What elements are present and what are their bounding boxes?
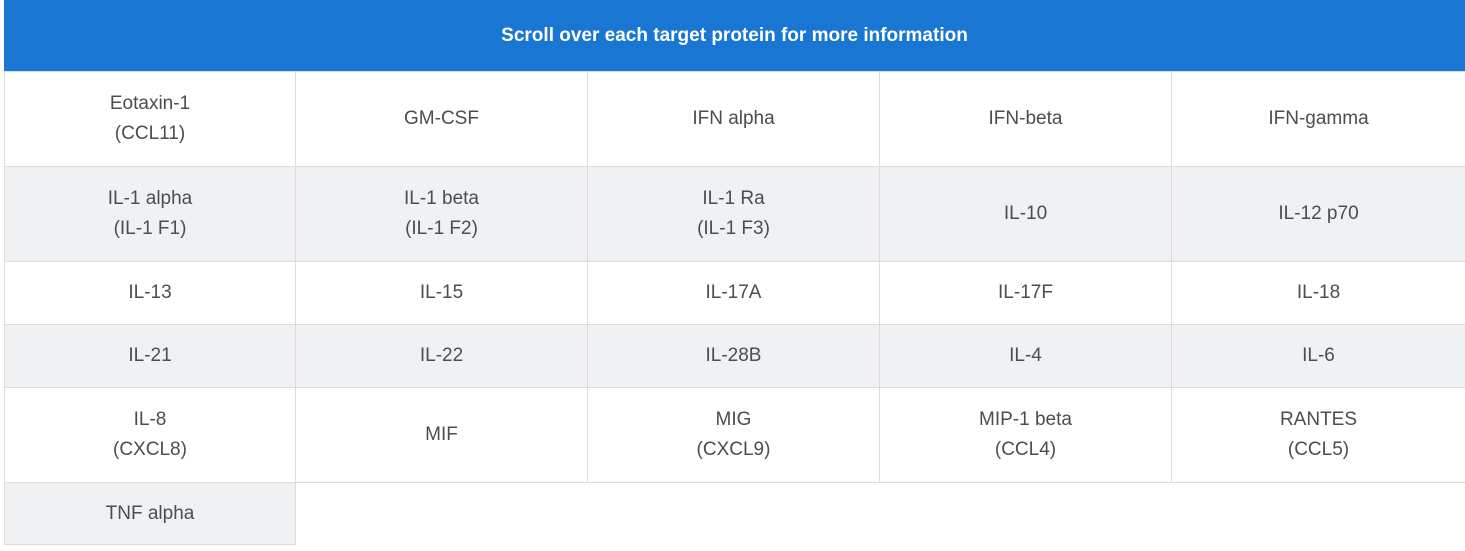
table-header: Scroll over each target protein for more… [4, 0, 1465, 71]
protein-name: IL-12 p70 [1278, 203, 1359, 224]
protein-name: MIF [425, 424, 458, 445]
table-row: IL-8 (CXCL8) MIF MIG (CXCL9) MIP-1 beta … [4, 387, 1465, 482]
protein-cell-mip-1-beta[interactable]: MIP-1 beta (CCL4) [880, 388, 1172, 482]
protein-name: IL-15 [419, 282, 464, 303]
protein-alias: (CCL5) [1287, 439, 1350, 460]
protein-alias: (CXCL8) [113, 439, 187, 460]
protein-name: IL-1 alpha [107, 188, 193, 209]
protein-name: TNF alpha [105, 502, 195, 524]
protein-name: GM-CSF [404, 108, 479, 129]
protein-grid: Eotaxin-1 (CCL11) GM-CSF IFN alpha IFN-b… [4, 71, 1465, 545]
table-row: IL-1 alpha (IL-1 F1) IL-1 beta (IL-1 F2)… [4, 166, 1465, 261]
protein-cell-il-17f[interactable]: IL-17F [880, 262, 1172, 324]
protein-cell-il-1-alpha[interactable]: IL-1 alpha (IL-1 F1) [4, 167, 296, 261]
table-row: IL-21 IL-22 IL-28B IL-4 IL-6 [4, 324, 1465, 387]
table-row: TNF alpha [4, 482, 1465, 545]
protein-cell-il-8[interactable]: IL-8 (CXCL8) [4, 388, 296, 482]
protein-alias: (IL-1 F1) [113, 218, 187, 239]
protein-name: IL-28B [705, 345, 762, 366]
protein-alias: (CXCL9) [696, 439, 771, 460]
protein-cell-mif[interactable]: MIF [296, 388, 588, 482]
protein-cell-ifn-beta[interactable]: IFN-beta [880, 72, 1172, 166]
header-title: Scroll over each target protein for more… [501, 24, 968, 46]
protein-cell-rantes[interactable]: RANTES (CCL5) [1172, 388, 1465, 482]
protein-name: IL-22 [419, 345, 464, 366]
protein-name: RANTES [1279, 409, 1358, 430]
protein-name: MIP-1 beta [979, 409, 1072, 430]
protein-name: IL-1 Ra [702, 188, 765, 209]
protein-alias: (IL-1 F2) [405, 218, 478, 239]
protein-name: Eotaxin-1 [109, 93, 191, 114]
protein-cell-il-21[interactable]: IL-21 [4, 325, 296, 387]
table-row: Eotaxin-1 (CCL11) GM-CSF IFN alpha IFN-b… [4, 71, 1465, 166]
protein-cell-il-17a[interactable]: IL-17A [588, 262, 880, 324]
protein-name: IL-17A [705, 282, 762, 303]
protein-cell-il-1-beta[interactable]: IL-1 beta (IL-1 F2) [296, 167, 588, 261]
protein-name: IFN-beta [988, 108, 1063, 129]
protein-cell-tnf-alpha[interactable]: TNF alpha [4, 483, 296, 545]
protein-cell-gm-csf[interactable]: GM-CSF [296, 72, 588, 166]
protein-cell-il-1-ra[interactable]: IL-1 Ra (IL-1 F3) [588, 167, 880, 261]
protein-name: IL-17F [998, 282, 1053, 303]
protein-name: IL-13 [128, 282, 172, 303]
protein-name: IL-1 beta [404, 188, 479, 209]
protein-name: IL-18 [1296, 282, 1341, 303]
protein-name: IL-10 [1003, 203, 1048, 224]
protein-cell-il-22[interactable]: IL-22 [296, 325, 588, 387]
protein-cell-il-13[interactable]: IL-13 [4, 262, 296, 324]
protein-cell-eotaxin-1[interactable]: Eotaxin-1 (CCL11) [4, 72, 296, 166]
protein-alias: (IL-1 F3) [697, 218, 770, 239]
protein-cell-il-12-p70[interactable]: IL-12 p70 [1172, 167, 1465, 261]
protein-cell-il-15[interactable]: IL-15 [296, 262, 588, 324]
protein-cell-il-10[interactable]: IL-10 [880, 167, 1172, 261]
empty-cell [296, 483, 588, 545]
protein-cell-ifn-alpha[interactable]: IFN alpha [588, 72, 880, 166]
protein-name: IL-4 [1009, 345, 1042, 366]
empty-cell [880, 483, 1172, 545]
protein-name: IFN-gamma [1268, 108, 1369, 129]
protein-name: MIG [715, 409, 752, 430]
protein-alias: (CCL4) [994, 439, 1057, 460]
protein-cell-il-18[interactable]: IL-18 [1172, 262, 1465, 324]
empty-cell [1172, 483, 1465, 545]
protein-cell-mig[interactable]: MIG (CXCL9) [588, 388, 880, 482]
protein-name: IFN alpha [692, 108, 775, 129]
empty-cell [588, 483, 880, 545]
protein-cell-il-6[interactable]: IL-6 [1172, 325, 1465, 387]
protein-cell-il-4[interactable]: IL-4 [880, 325, 1172, 387]
protein-name: IL-6 [1302, 345, 1335, 366]
protein-alias: (CCL11) [114, 123, 186, 144]
table-row: IL-13 IL-15 IL-17A IL-17F IL-18 [4, 261, 1465, 324]
protein-name: IL-21 [128, 345, 172, 366]
protein-cell-il-28b[interactable]: IL-28B [588, 325, 880, 387]
protein-cell-ifn-gamma[interactable]: IFN-gamma [1172, 72, 1465, 166]
protein-name: IL-8 [133, 409, 167, 430]
